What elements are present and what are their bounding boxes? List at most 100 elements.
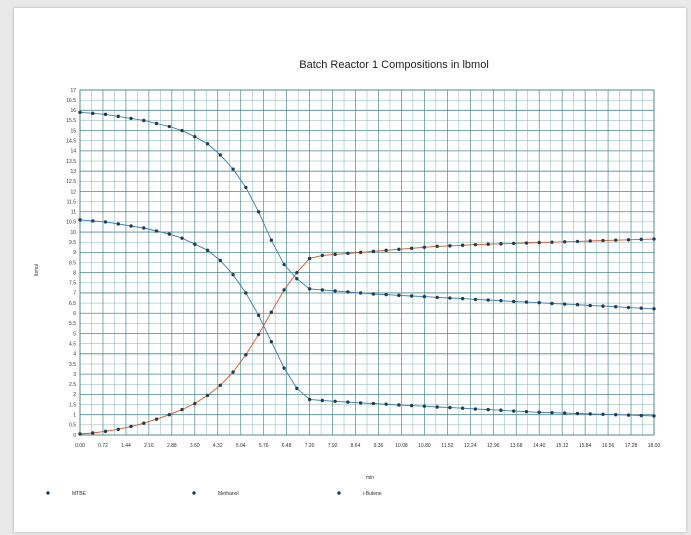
- y-tick-label: 12.5: [66, 179, 76, 185]
- x-tick-label: 5.04: [236, 443, 246, 449]
- data-point: [282, 262, 286, 267]
- data-point: [499, 298, 503, 303]
- y-tick-label: 2: [73, 392, 76, 398]
- data-point: [193, 134, 197, 139]
- chart-legend: MTBE Methanol i-Butene: [46, 491, 382, 497]
- series-mtbe: [78, 237, 656, 436]
- data-point: [614, 413, 618, 417]
- data-point: [371, 249, 376, 254]
- data-point: [486, 242, 490, 246]
- data-point: [409, 294, 414, 298]
- data-point: [537, 300, 541, 305]
- x-tick-label: 12.24: [464, 443, 477, 449]
- y-tick-label: 3: [73, 372, 76, 378]
- data-point: [244, 185, 248, 190]
- data-point: [333, 289, 337, 293]
- x-tick-label: 7.92: [328, 443, 338, 449]
- data-point: [601, 304, 605, 308]
- y-tick-label: 10: [70, 230, 76, 236]
- data-point: [129, 116, 133, 121]
- x-axis-label: min: [366, 475, 374, 481]
- x-tick-label: 6.48: [282, 443, 292, 449]
- legend-label: i-Butene: [363, 491, 382, 497]
- data-point: [91, 111, 95, 116]
- data-point: [103, 429, 108, 434]
- y-tick-label: 13.5: [66, 159, 76, 165]
- legend-marker: [337, 491, 341, 495]
- chart-svg: Batch Reactor 1 Compositions in lbmol 0 0…: [34, 59, 660, 497]
- data-point: [397, 293, 401, 298]
- y-tick-label: 14.5: [66, 139, 76, 145]
- data-point: [116, 114, 120, 119]
- data-point: [563, 240, 567, 244]
- y-tick-label: 10.5: [66, 220, 76, 226]
- data-point: [550, 410, 554, 415]
- data-point: [563, 302, 567, 306]
- data-point: [486, 298, 490, 302]
- data-point: [269, 310, 274, 314]
- data-point: [103, 112, 108, 117]
- data-point: [397, 403, 401, 407]
- data-point: [575, 411, 580, 416]
- y-tick-label: 5: [73, 331, 76, 337]
- y-tick-label: 1: [73, 413, 76, 419]
- data-point: [575, 303, 580, 307]
- y-tick-label: 11.5: [67, 199, 77, 205]
- data-point: [218, 153, 223, 157]
- data-point: [180, 407, 184, 412]
- data-point: [244, 353, 248, 357]
- x-tick-label: 1.44: [121, 443, 131, 449]
- x-tick-label: 15.84: [579, 443, 592, 449]
- data-point: [129, 224, 133, 228]
- legend-marker: [192, 491, 196, 495]
- data-point: [295, 386, 299, 391]
- series-line: [79, 219, 655, 417]
- y-tick-label: 15.5: [66, 118, 76, 124]
- data-point: [371, 401, 376, 406]
- x-tick-label: 4.32: [213, 443, 223, 449]
- data-point: [91, 431, 95, 435]
- data-point: [448, 405, 452, 410]
- x-tick-label: 13.68: [510, 443, 523, 449]
- data-point: [307, 287, 312, 291]
- data-point: [524, 241, 529, 245]
- y-axis-label: lbmol: [34, 264, 40, 276]
- data-point: [154, 121, 159, 126]
- x-tick-label: 11.52: [441, 443, 453, 449]
- data-point: [409, 403, 414, 408]
- x-tick-label: 2.16: [144, 443, 154, 449]
- data-point: [639, 306, 643, 310]
- data-point: [180, 236, 184, 240]
- data-point: [384, 292, 388, 297]
- data-point: [346, 290, 350, 294]
- data-point: [320, 253, 325, 258]
- x-tick-label: 0.00: [75, 443, 85, 449]
- data-point: [435, 405, 439, 409]
- data-point: [205, 248, 210, 253]
- y-tick-label: 16.5: [66, 98, 76, 104]
- data-point: [205, 142, 210, 146]
- data-point: [639, 237, 643, 242]
- data-point: [256, 313, 261, 317]
- data-point: [601, 412, 605, 416]
- data-point: [78, 432, 82, 436]
- data-point: [295, 277, 299, 281]
- x-tick-label: 16.56: [602, 443, 615, 449]
- data-point: [626, 413, 631, 417]
- data-point: [601, 238, 605, 243]
- x-tick-label: 8.64: [351, 443, 361, 449]
- y-tick-label: 5.5: [69, 321, 76, 327]
- y-tick-label: 8.5: [69, 260, 76, 266]
- data-point: [397, 247, 401, 252]
- data-point: [460, 406, 465, 410]
- data-point: [346, 251, 350, 256]
- data-point: [652, 414, 656, 418]
- data-point: [626, 238, 631, 242]
- data-point: [652, 237, 656, 241]
- data-point: [511, 299, 516, 304]
- y-tick-label: 3.5: [69, 362, 76, 368]
- data-point: [180, 128, 184, 133]
- data-point: [371, 292, 376, 296]
- data-point: [614, 305, 618, 309]
- y-tick-label: 7: [73, 291, 76, 297]
